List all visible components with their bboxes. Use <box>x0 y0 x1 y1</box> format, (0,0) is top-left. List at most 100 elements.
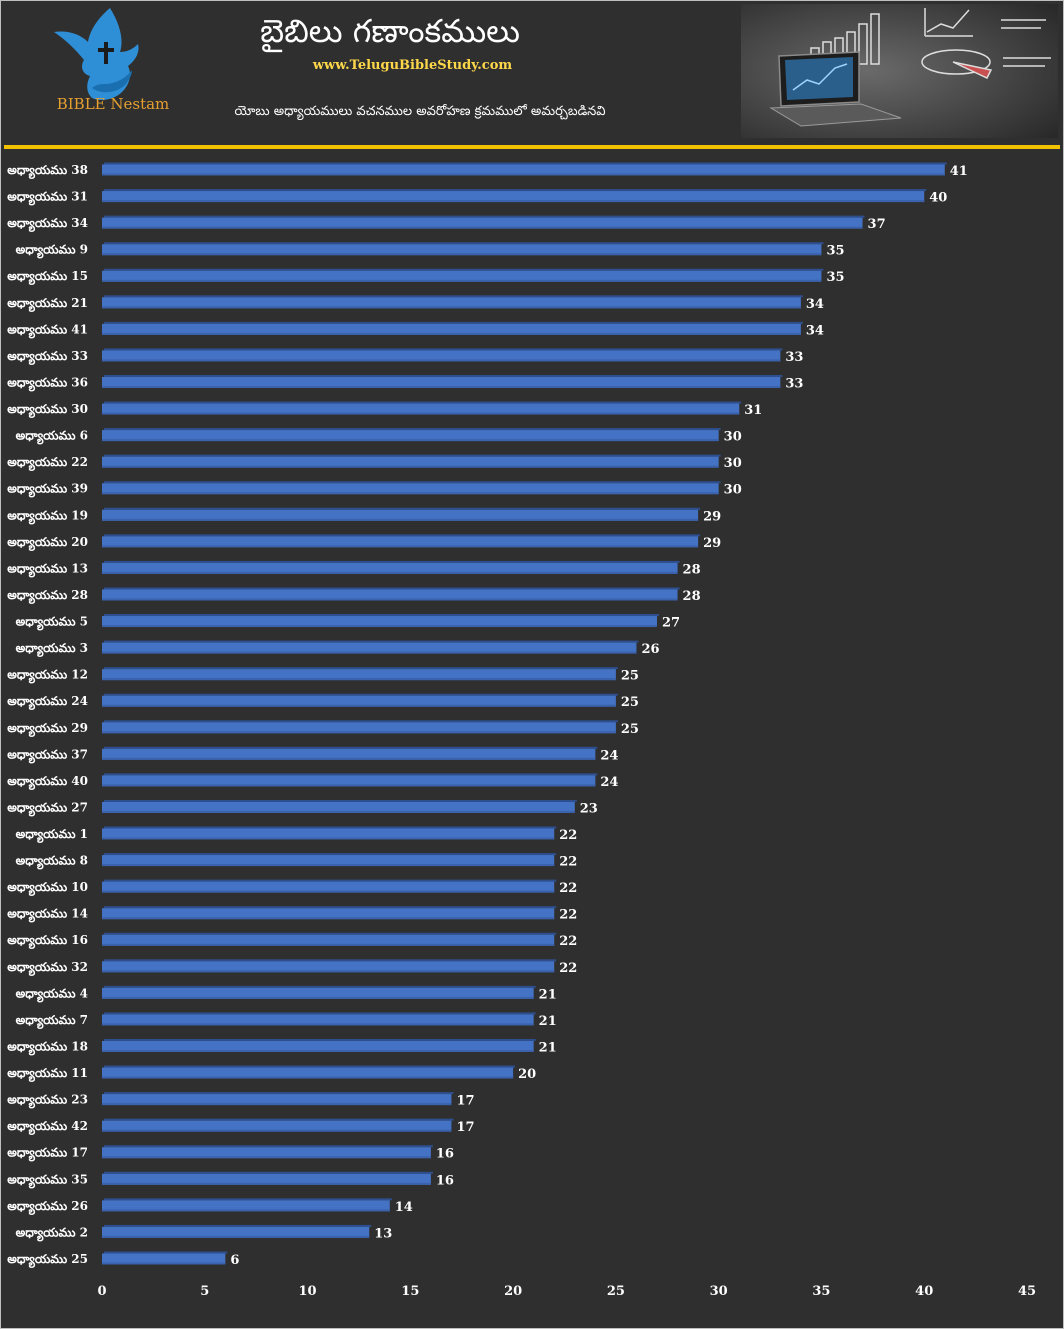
category-label: అధ్యాయము 41 <box>7 322 88 338</box>
data-label: 34 <box>806 323 824 338</box>
bar <box>102 959 557 973</box>
category-label: అధ్యాయము 5 <box>16 615 88 631</box>
bar <box>102 1224 372 1238</box>
bar <box>102 640 639 654</box>
data-label: 20 <box>518 1067 536 1082</box>
category-label: అధ్యాయము 24 <box>7 694 88 710</box>
bar <box>102 189 927 203</box>
data-label: 30 <box>724 430 742 445</box>
data-label: 25 <box>621 695 639 710</box>
header-divider <box>4 145 1060 149</box>
category-label: అధ్యాయము 40 <box>7 774 88 790</box>
bar <box>102 215 865 229</box>
bar <box>102 560 680 574</box>
data-label: 40 <box>929 191 947 206</box>
category-label: అధ్యాయము 31 <box>7 190 88 206</box>
bar <box>102 746 598 760</box>
category-label: అధ్యాయము 9 <box>16 243 88 259</box>
bar <box>102 1012 536 1026</box>
data-label: 17 <box>456 1120 474 1135</box>
data-label: 28 <box>683 562 701 577</box>
data-label: 25 <box>621 669 639 684</box>
data-label: 21 <box>539 1040 557 1055</box>
category-label: అధ్యాయము 30 <box>7 402 88 418</box>
category-label: అధ్యాయము 4 <box>16 986 88 1002</box>
data-label: 37 <box>868 217 886 232</box>
x-tick-label: 10 <box>299 1284 317 1299</box>
bar <box>102 985 536 999</box>
category-label: అధ్యాయము 10 <box>7 880 88 896</box>
bar <box>102 1118 454 1132</box>
bar <box>102 853 557 867</box>
bar <box>102 1171 433 1185</box>
data-label: 33 <box>785 376 803 391</box>
bar <box>102 374 783 388</box>
data-label: 22 <box>559 961 577 976</box>
data-label: 22 <box>559 934 577 949</box>
category-label: అధ్యాయము 20 <box>7 535 88 551</box>
data-label: 21 <box>539 1014 557 1029</box>
bar <box>102 454 721 468</box>
category-label: అధ్యాయము 6 <box>16 429 88 445</box>
category-label: అధ్యాయము 25 <box>7 1252 88 1268</box>
category-label: అధ్యాయము 37 <box>7 747 88 763</box>
bar <box>102 348 783 362</box>
bar <box>102 507 701 521</box>
page-title: బైబిలు గణాంకములు <box>260 12 520 50</box>
data-label: 14 <box>395 1200 413 1215</box>
category-label: అధ్యాయము 7 <box>16 1013 88 1029</box>
data-label: 22 <box>559 881 577 896</box>
category-label: అధ్యాయము 13 <box>7 561 88 577</box>
bar <box>102 428 721 442</box>
bar <box>102 295 803 309</box>
bar <box>102 242 824 256</box>
category-label: అధ్యాయము 14 <box>7 907 88 923</box>
data-label: 16 <box>436 1173 454 1188</box>
data-label: 22 <box>559 855 577 870</box>
category-label: అధ్యాయము 28 <box>7 588 88 604</box>
data-label: 29 <box>703 509 721 524</box>
data-label: 23 <box>580 801 598 816</box>
category-label: అధ్యాయము 23 <box>7 1093 88 1109</box>
category-label: అధ్యాయము 22 <box>7 455 88 471</box>
bar <box>102 932 557 946</box>
data-label: 25 <box>621 722 639 737</box>
x-tick-label: 15 <box>401 1284 419 1299</box>
data-label: 35 <box>826 244 844 259</box>
laptop-charts-image-icon <box>741 4 1058 138</box>
brand-name: BIBLE Nestam <box>56 95 170 113</box>
chart-subtitle: యోబు అధ్యాయములు వచనముల అవరోహణ క్రమములో అ… <box>234 104 606 119</box>
data-label: 24 <box>600 775 618 790</box>
category-label: అధ్యాయము 11 <box>7 1066 88 1082</box>
category-label: అధ్యాయము 8 <box>16 854 88 870</box>
data-label: 33 <box>785 350 803 365</box>
website-link[interactable]: www.TeluguBibleStudy.com <box>312 58 513 73</box>
category-label: అధ్యాయము 33 <box>7 349 88 365</box>
data-label: 28 <box>683 589 701 604</box>
bar <box>102 534 701 548</box>
data-label: 16 <box>436 1147 454 1162</box>
data-label: 35 <box>826 270 844 285</box>
category-label: అధ్యాయము 2 <box>16 1225 88 1241</box>
bar <box>102 1092 454 1106</box>
category-label: అధ్యాయము 35 <box>7 1172 88 1188</box>
bar <box>102 401 742 415</box>
x-tick-label: 30 <box>710 1284 728 1299</box>
category-label: అధ్యాయము 42 <box>7 1119 88 1135</box>
dove-hands-logo-icon <box>54 8 139 100</box>
x-tick-label: 5 <box>200 1284 209 1299</box>
bar <box>102 906 557 920</box>
category-label: అధ్యాయము 1 <box>16 827 88 843</box>
bar <box>102 799 577 813</box>
x-tick-label: 25 <box>607 1284 625 1299</box>
data-label: 13 <box>374 1226 392 1241</box>
bar <box>102 481 721 495</box>
category-label: అధ్యాయము 34 <box>7 216 88 232</box>
data-label: 26 <box>641 642 659 657</box>
category-label: అధ్యాయము 15 <box>7 269 88 285</box>
x-tick-label: 35 <box>812 1284 830 1299</box>
bar <box>102 693 618 707</box>
category-label: అధ్యాయము 21 <box>7 296 88 312</box>
category-label: అధ్యాయము 19 <box>7 508 88 524</box>
